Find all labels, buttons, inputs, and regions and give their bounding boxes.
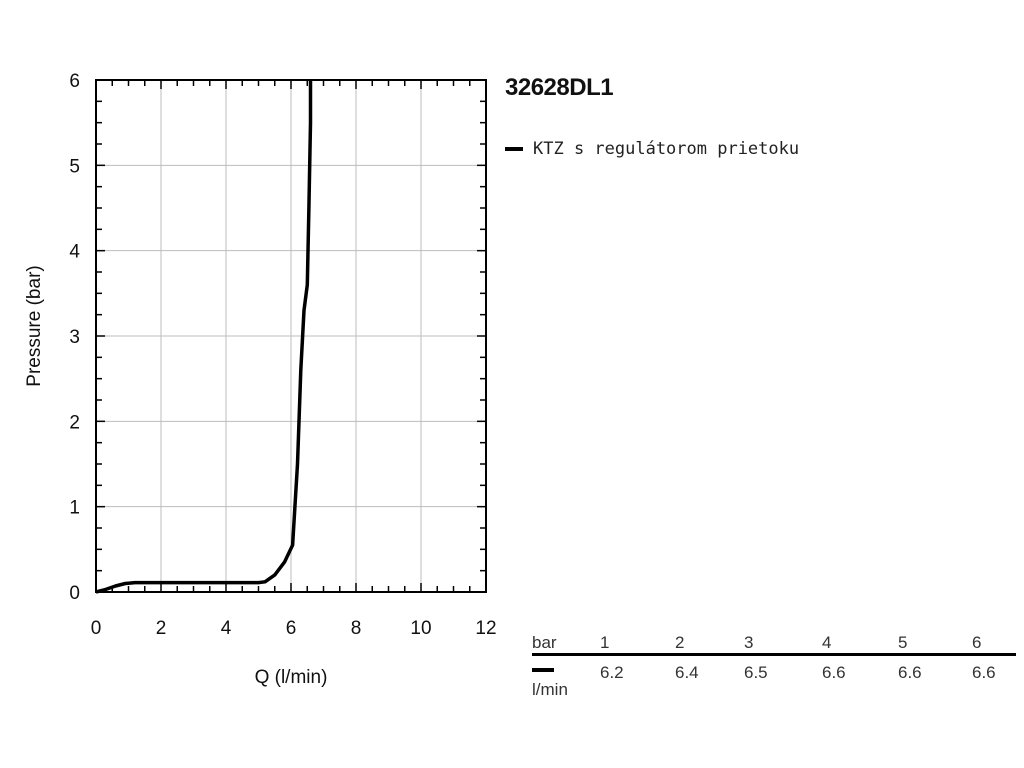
x-tick-label: 0 — [91, 618, 102, 639]
plot-frame — [95, 79, 487, 593]
legend-line-swatch — [505, 147, 523, 151]
table-pressure-cell: 3 — [744, 633, 754, 652]
table-pressure-cell: 1 — [600, 633, 610, 652]
table-row-swatch — [532, 668, 554, 672]
table-flow-cell: 6.2 — [600, 663, 624, 682]
table-pressure-cell: 5 — [898, 633, 908, 652]
table-flow-cell: 6.4 — [675, 663, 699, 682]
table-pressure-cell: 4 — [822, 633, 832, 652]
x-tick-label: 6 — [286, 618, 297, 639]
y-axis-label: Pressure (bar) — [24, 265, 45, 386]
table-pressure-cell: 6 — [972, 633, 982, 652]
legend: KTZ s regulátorom prietoku — [505, 139, 799, 159]
table-flow-cell: 6.5 — [744, 663, 768, 682]
y-tick-label: 5 — [69, 156, 80, 177]
y-tick-label: 1 — [69, 498, 80, 519]
table-flow-cell: 6.6 — [898, 663, 922, 682]
table-flow-cell: 6.6 — [822, 663, 846, 682]
flow-table: bar l/min 1 2 3 4 5 6 6.2 6.4 6.5 6.6 6.… — [532, 630, 1016, 710]
y-tick-label: 2 — [69, 412, 80, 433]
y-tick-label: 4 — [69, 242, 80, 263]
x-tick-label: 2 — [156, 618, 167, 639]
table-pressure-cell: 2 — [675, 633, 685, 652]
table-header-line — [532, 653, 1016, 656]
x-tick-label: 10 — [410, 618, 431, 639]
y-tick-label: 0 — [69, 583, 80, 604]
series-line — [95, 80, 313, 594]
x-tick-label: 12 — [475, 618, 496, 639]
table-flow-cell: 6.6 — [972, 663, 996, 682]
x-tick-label: 8 — [351, 618, 362, 639]
chart-title: 32628DL1 — [505, 74, 614, 101]
x-axis-label: Q (l/min) — [255, 667, 328, 688]
y-tick-label: 3 — [69, 327, 80, 348]
legend-label: KTZ s regulátorom prietoku — [533, 139, 800, 159]
x-tick-label: 4 — [221, 618, 232, 639]
table-unit-flow: l/min — [532, 680, 568, 699]
table-unit-bar: bar — [532, 633, 557, 652]
y-tick-label: 6 — [69, 71, 80, 92]
